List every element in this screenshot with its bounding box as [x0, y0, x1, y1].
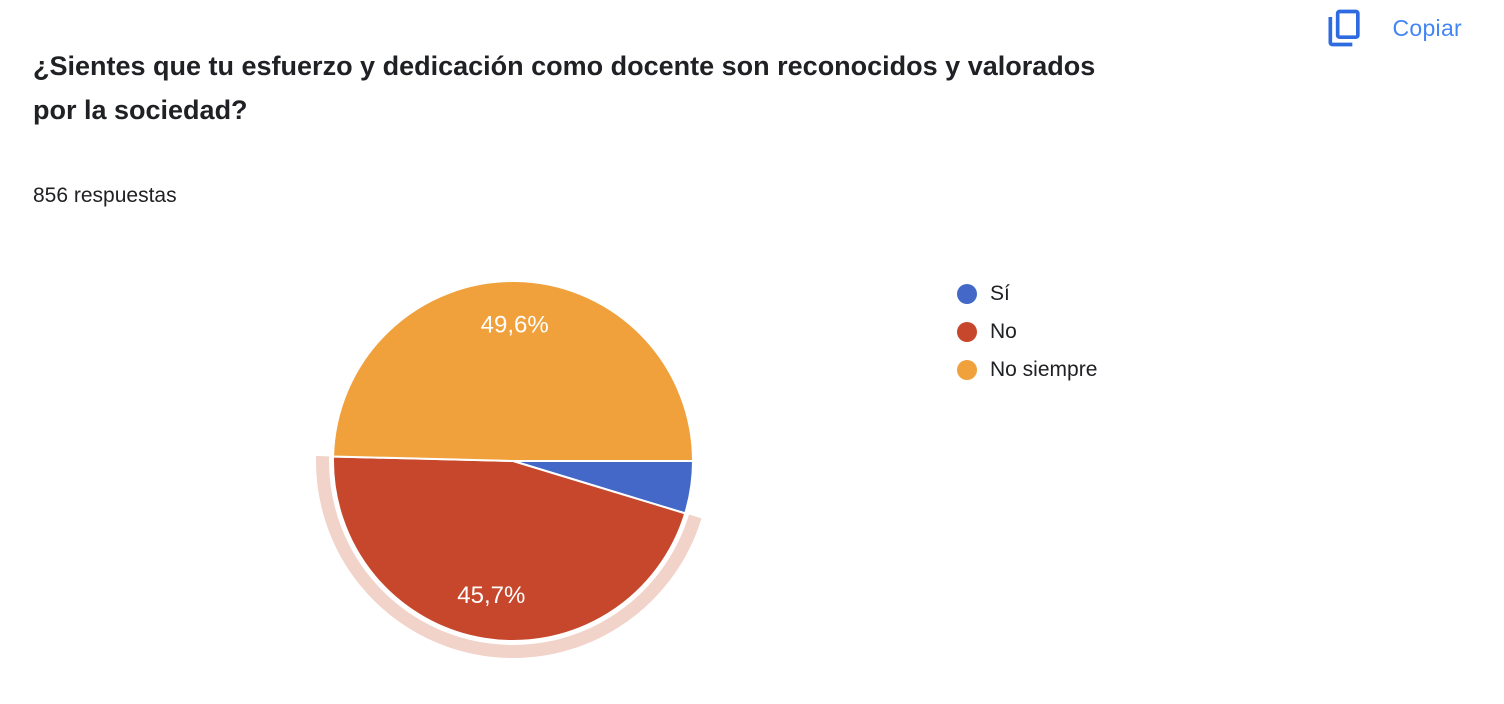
- question-title: ¿Sientes que tu esfuerzo y dedicación co…: [33, 44, 1283, 132]
- responses-count: 856 respuestas: [33, 184, 177, 207]
- pie-chart: 45,7% 49,6%: [316, 280, 702, 658]
- legend-label-no-siempre: No siempre: [990, 358, 1098, 381]
- legend-label-no: No: [990, 320, 1017, 343]
- slice-value-label-no: 45,7%: [457, 582, 525, 609]
- slice-value-label-no-siempre: 49,6%: [481, 312, 549, 339]
- question-title-line-2: por la sociedad?: [33, 95, 248, 125]
- legend-color-dot-si: [957, 284, 977, 304]
- legend-label-si: Sí: [990, 282, 1010, 305]
- legend-item-no: No: [957, 320, 1097, 343]
- pie-slice-no[interactable]: [332, 455, 687, 642]
- legend-color-dot-no: [957, 322, 977, 342]
- copy-button[interactable]: Copiar: [1321, 4, 1464, 52]
- copy-button-label: Copiar: [1392, 14, 1462, 41]
- question-title-line-1: ¿Sientes que tu esfuerzo y dedicación co…: [33, 51, 1096, 81]
- pie-slice-no-siempre[interactable]: [332, 280, 694, 462]
- legend-color-dot-no-siempre: [957, 360, 977, 380]
- selected-slice-halo: [316, 456, 702, 658]
- legend-item-si: Sí: [957, 282, 1097, 305]
- legend-item-no-siempre: No siempre: [957, 358, 1098, 381]
- chart-legend: Sí No No siempre: [957, 282, 1098, 381]
- copy-icon: [1328, 9, 1361, 47]
